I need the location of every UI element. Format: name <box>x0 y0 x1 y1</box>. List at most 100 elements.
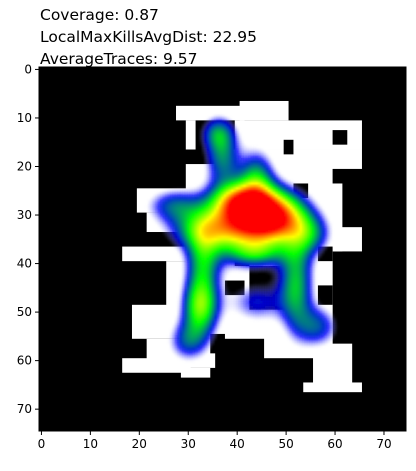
heat-cell-1258 <box>162 206 166 210</box>
heat-cell-1640 <box>211 218 215 222</box>
heat-cell-4001 <box>223 315 227 319</box>
heat-cell-1020 <box>267 196 271 200</box>
heat-cell-4099 <box>182 320 186 324</box>
heat-cell-1718 <box>226 221 230 225</box>
heat-cell-3331 <box>311 286 315 290</box>
heat-cell-2587 <box>221 252 225 256</box>
heat-cell-3698 <box>231 303 235 307</box>
heat-cell-976 <box>160 196 164 200</box>
heat-cell-4403 <box>177 337 181 341</box>
heat-cell-2426 <box>279 245 284 249</box>
heat-cell-85 <box>231 128 235 132</box>
heat-cell-921 <box>189 194 193 198</box>
heat-cell-3643 <box>240 301 244 305</box>
heat-cell-4405 <box>182 337 186 341</box>
heat-cell-1919 <box>196 228 200 232</box>
heat-cell-2443 <box>321 245 325 249</box>
heat-cell-2901 <box>292 264 296 268</box>
heat-cell-3918 <box>324 310 328 314</box>
heat-cell-858 <box>194 191 198 195</box>
heat-cell-2323 <box>184 242 188 246</box>
heat-cell-1331 <box>165 208 169 212</box>
heat-cell-577 <box>216 177 220 181</box>
heat-cell-836 <box>292 189 296 193</box>
title-coverage: Coverage: 0.87 <box>40 6 159 24</box>
heat-cell-4529 <box>304 344 308 348</box>
heat-cell-1655 <box>248 218 252 222</box>
heat-cell-3351 <box>223 289 227 293</box>
heat-cell-4275 <box>169 330 173 334</box>
heat-cell-2683 <box>311 255 315 259</box>
heat-cell-4171 <box>302 323 306 327</box>
heat-cell-820 <box>253 189 257 193</box>
heat-cell-3615 <box>314 298 318 302</box>
heat-cell-2960 <box>302 267 306 271</box>
heat-cell-572 <box>204 177 208 181</box>
heat-cell-1551 <box>169 216 173 220</box>
heat-cell-4257 <box>294 327 298 331</box>
heat-cell-819 <box>250 189 254 193</box>
heat-cell-1071 <box>226 199 230 203</box>
heat-cell-395 <box>226 162 230 166</box>
heat-cell-3196 <box>206 281 210 285</box>
heat-cell-929 <box>209 194 213 198</box>
heat-cell-852 <box>179 191 183 195</box>
heat-cell-1277 <box>209 206 213 210</box>
heat-cell-902 <box>302 191 306 195</box>
heat-cell-2237 <box>299 238 303 242</box>
heat-cell-4288 <box>201 330 205 334</box>
heat-cell-1081 <box>250 199 254 203</box>
heat-cell-2037 <box>314 230 318 234</box>
heat-cell-81 <box>221 128 225 132</box>
heat-cell-2963 <box>309 267 313 271</box>
heat-cell-3197 <box>209 281 213 285</box>
heat-cell-3515 <box>211 296 215 300</box>
heat-cell-3260 <box>265 284 269 288</box>
heat-cell-2324 <box>187 242 191 246</box>
heat-cell-1115 <box>162 201 166 205</box>
heat-cell-250 <box>211 150 215 154</box>
heat-cell-1181 <box>150 204 154 208</box>
heat-cell-1070 <box>223 199 227 203</box>
heat-cell-1624 <box>172 218 176 222</box>
heat-cell-2527 <box>223 250 227 254</box>
heat-cell-1168 <box>292 201 296 205</box>
heat-cell-2218 <box>253 238 257 242</box>
heat-cell-869 <box>221 191 225 195</box>
heat-cell-600 <box>272 177 276 181</box>
heat-cell-4273 <box>333 327 337 331</box>
heat-cell-3536 <box>262 296 266 300</box>
heat-cell-1007 <box>235 196 240 200</box>
heat-cell-3843 <box>289 308 293 312</box>
heat-cell-2793 <box>299 259 303 263</box>
heat-cell-3641 <box>235 301 240 305</box>
heat-cell-3506 <box>189 296 193 300</box>
heat-cell-806 <box>218 189 222 193</box>
heat-cell-4414 <box>204 337 208 341</box>
heat-cell-1680 <box>309 218 313 222</box>
heat-cell-4412 <box>199 337 203 341</box>
heat-cell-769 <box>272 187 276 191</box>
heat-cell-3597 <box>270 298 274 302</box>
heat-cell-2397 <box>209 245 213 249</box>
heat-cell-50 <box>221 124 225 128</box>
heat-cell-1390 <box>309 208 313 212</box>
heat-cell-4344 <box>302 332 306 336</box>
heat-cell-2013 <box>255 230 259 234</box>
heat-cell-805 <box>216 189 220 193</box>
heat-cell-3256 <box>255 284 259 288</box>
heat-cell-2915 <box>191 267 195 271</box>
heat-cell-1732 <box>260 221 264 225</box>
heat-cell-2968 <box>187 269 191 273</box>
heat-cell-2165 <box>287 235 291 239</box>
heat-cell-3606 <box>292 298 296 302</box>
heat-cell-114 <box>221 133 225 137</box>
heat-cell-1727 <box>248 221 252 225</box>
heat-cell-3904 <box>289 310 293 314</box>
heat-cell-2551 <box>282 250 286 254</box>
heat-cell-4352 <box>321 332 325 336</box>
heat-cell-1229 <box>267 204 271 208</box>
heat-cell-1635 <box>199 218 203 222</box>
heat-cell-1783 <box>209 223 213 227</box>
heat-cell-66 <box>223 126 227 130</box>
